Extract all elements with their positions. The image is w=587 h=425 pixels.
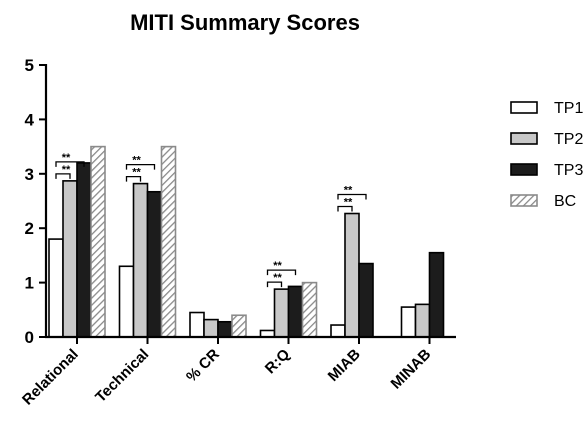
bar-tp2-1 bbox=[132, 182, 149, 338]
y-tick-label: 5 bbox=[25, 56, 34, 75]
y-tick-label: 0 bbox=[25, 328, 34, 347]
significance-label: ** bbox=[344, 197, 353, 209]
plot-area: 0 1 2 3 4 5 Relational Technical % CR R:Q MIAB MINA… bbox=[19, 56, 456, 409]
y-tick-label: 2 bbox=[25, 219, 34, 238]
bar-tp3-2 bbox=[217, 320, 233, 338]
significance-bracket bbox=[266, 269, 297, 276]
significance-label: ** bbox=[273, 260, 282, 272]
significance-bracket bbox=[55, 173, 71, 179]
significance-bracket bbox=[125, 163, 156, 170]
bar-tp3-4 bbox=[358, 262, 374, 338]
bar-tp3-0 bbox=[76, 162, 92, 338]
legend-label-bc: BC bbox=[554, 193, 576, 210]
significance-bracket bbox=[266, 281, 283, 288]
bar-tp1-5 bbox=[400, 306, 417, 338]
bar-tp1-2 bbox=[189, 311, 205, 338]
significance-label: ** bbox=[62, 152, 71, 164]
x-tick-label: R:Q bbox=[262, 346, 294, 378]
legend: TP1 TP2 TP3 BC bbox=[510, 100, 583, 210]
bar-bc-1 bbox=[160, 145, 177, 338]
significance-bracket bbox=[337, 205, 353, 212]
legend-label-tp1: TP1 bbox=[554, 100, 583, 117]
significance-bracket bbox=[55, 161, 85, 167]
significance-label: ** bbox=[62, 164, 71, 176]
x-tick-label: Technical bbox=[92, 346, 152, 406]
y-tick-label: 3 bbox=[25, 165, 34, 184]
x-tick-label: % CR bbox=[183, 346, 223, 386]
significance-bracket bbox=[337, 193, 367, 200]
bar-tp2-4 bbox=[344, 212, 360, 338]
x-tick-label: Relational bbox=[19, 346, 82, 409]
x-tick-label: MINAB bbox=[388, 346, 435, 393]
bar-tp2-0 bbox=[62, 180, 78, 338]
bar-tp2-3 bbox=[273, 288, 290, 338]
bar-tp1-1 bbox=[118, 265, 135, 338]
bar-bc-0 bbox=[90, 145, 106, 338]
significance-label: ** bbox=[132, 155, 141, 167]
bar-tp2-5 bbox=[414, 303, 431, 338]
legend-swatch-tp1 bbox=[510, 101, 538, 114]
legend-label-tp2: TP2 bbox=[554, 131, 583, 148]
significance-label: ** bbox=[273, 272, 282, 284]
bar-tp2-2 bbox=[203, 318, 219, 338]
y-tick-label: 4 bbox=[25, 110, 35, 129]
significance-label: ** bbox=[132, 167, 141, 179]
x-tick-label: MIAB bbox=[325, 346, 364, 385]
legend-swatch-tp3 bbox=[510, 163, 538, 176]
legend-label-tp3: TP3 bbox=[554, 162, 583, 179]
bar-bc-3 bbox=[301, 281, 318, 338]
bar-tp1-4 bbox=[330, 324, 346, 338]
legend-swatch-tp2 bbox=[510, 132, 538, 145]
significance-label: ** bbox=[344, 185, 353, 197]
bar-bc-2 bbox=[231, 314, 247, 338]
bar-tp3-1 bbox=[146, 190, 163, 338]
bar-tp1-0 bbox=[48, 238, 64, 338]
chart-title: MITI Summary Scores bbox=[130, 10, 360, 35]
significance-bracket bbox=[125, 175, 142, 182]
legend-swatch-bc bbox=[510, 194, 538, 207]
y-tick-label: 1 bbox=[25, 274, 34, 293]
bar-tp3-5 bbox=[428, 251, 445, 338]
bar-tp3-3 bbox=[287, 285, 304, 338]
